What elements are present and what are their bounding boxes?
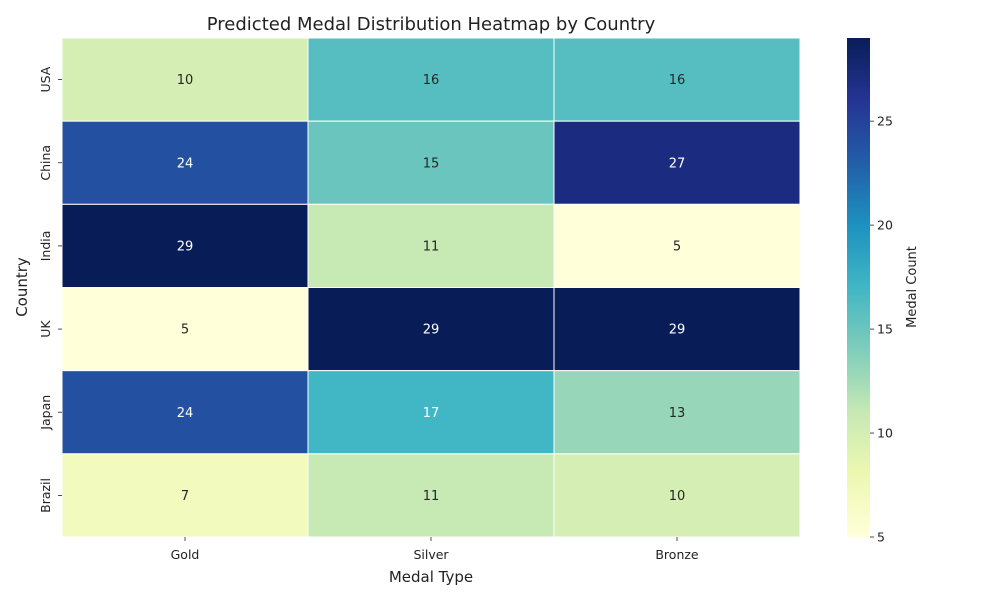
x-tick-label: Gold	[171, 547, 200, 562]
cell-value-label: 10	[669, 489, 686, 504]
x-axis-ticks: Gold Silver Bronze	[171, 537, 699, 562]
y-tick-label: USA	[38, 66, 53, 92]
heatmap-cell	[61, 287, 309, 372]
cell-value-label: 29	[423, 323, 440, 338]
heatmap-cell	[61, 120, 309, 205]
y-tick-label: UK	[38, 320, 53, 338]
x-tick-label: Silver	[413, 547, 449, 562]
x-tick-label: Bronze	[655, 547, 699, 562]
y-axis-ticks: USA China India UK Japan Brazil	[38, 66, 62, 513]
y-tick-label: India	[38, 231, 53, 262]
colorbar-tick-label: 10	[877, 426, 893, 441]
heatmap-cell	[61, 370, 309, 455]
heatmap-cell	[307, 370, 555, 455]
cell-value-label: 24	[177, 156, 194, 171]
y-tick-label: Brazil	[38, 478, 53, 513]
cell-value-label: 11	[423, 239, 440, 254]
heatmap-cell	[307, 203, 555, 288]
cell-value-label: 29	[669, 323, 686, 338]
colorbar-tick-label: 15	[877, 322, 893, 337]
cell-value-label: 7	[181, 489, 189, 504]
colorbar-tick-label: 25	[877, 114, 893, 129]
colorbar-tick-label: 5	[877, 530, 885, 545]
cell-value-label: 16	[669, 73, 686, 88]
heatmap-cell	[307, 37, 555, 122]
y-tick-label: Japan	[38, 395, 53, 431]
cell-value-label: 17	[423, 406, 440, 421]
cell-value-label: 15	[423, 156, 440, 171]
cell-value-label: 27	[669, 156, 686, 171]
cell-value-label: 16	[423, 73, 440, 88]
heatmap-cell	[553, 287, 801, 372]
heatmap-cell	[553, 37, 801, 122]
cell-value-label: 24	[177, 406, 194, 421]
colorbar-label: Medal Count	[905, 246, 920, 328]
cell-value-label: 11	[423, 489, 440, 504]
x-axis-label: Medal Type	[389, 568, 473, 586]
colorbar	[847, 38, 870, 537]
colorbar-ticks: 5 10 15 20 25	[870, 114, 893, 545]
heatmap-cells: 10 16 16 24 15 27 29 11 5 5 29 29 24 17 13 7 11 10	[61, 37, 801, 538]
heatmap-cell	[553, 370, 801, 455]
cell-value-label: 13	[669, 406, 686, 421]
colorbar-tick-label: 20	[877, 218, 893, 233]
y-axis-label: Country	[13, 257, 31, 317]
heatmap-cell	[553, 453, 801, 538]
cell-value-label: 10	[177, 73, 194, 88]
chart-title: Predicted Medal Distribution Heatmap by …	[207, 14, 656, 35]
heatmap-cell	[61, 37, 309, 122]
heatmap-cell	[307, 120, 555, 205]
y-tick-label: China	[38, 145, 53, 181]
heatmap-cell	[307, 453, 555, 538]
cell-value-label: 29	[177, 239, 194, 254]
heatmap-cell	[553, 120, 801, 205]
cell-value-label: 5	[673, 239, 681, 254]
cell-value-label: 5	[181, 323, 189, 338]
